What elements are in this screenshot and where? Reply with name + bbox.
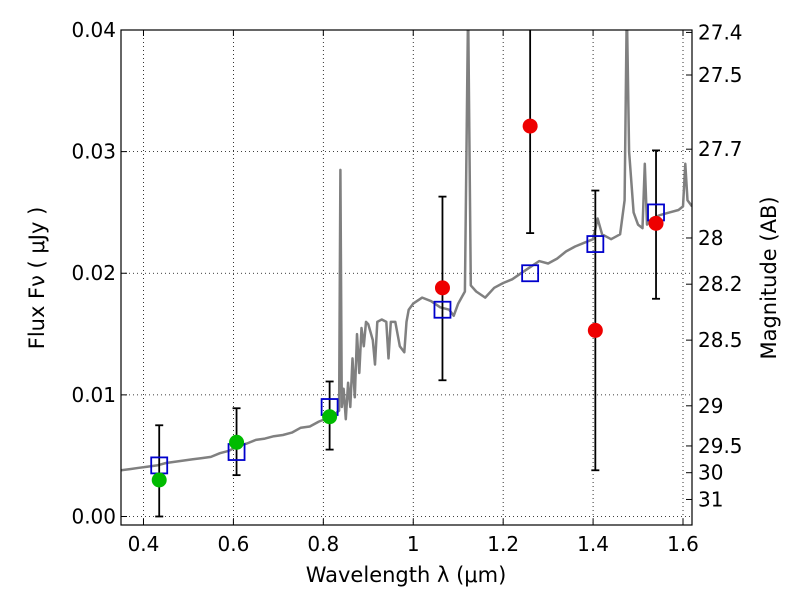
tick-marks bbox=[121, 29, 692, 525]
nondetection-point bbox=[587, 322, 603, 338]
model-point bbox=[521, 264, 540, 283]
y2-tick-label: 28 bbox=[698, 226, 723, 250]
y2-tick-label: 27.4 bbox=[698, 20, 743, 44]
x-tick-label: 1.6 bbox=[667, 532, 699, 556]
y2-tick-label: 30 bbox=[698, 461, 723, 485]
nondetection-point bbox=[434, 280, 450, 296]
y2-tick-label: 27.7 bbox=[698, 137, 743, 161]
grid-lines bbox=[121, 29, 692, 525]
x-tick-label: 1 bbox=[407, 532, 420, 556]
spectrum-line bbox=[121, 30, 692, 472]
detection-point bbox=[151, 472, 167, 488]
y-tick-label: 0.02 bbox=[71, 261, 116, 285]
x-tick-label: 0.4 bbox=[128, 532, 160, 556]
plot-area bbox=[121, 30, 692, 518]
y2-tick-label: 31 bbox=[698, 487, 723, 511]
x-tick-label: 1.2 bbox=[487, 532, 519, 556]
y-tick-label: 0.03 bbox=[71, 140, 116, 164]
y2-axis-label: Magnitude (AB) bbox=[757, 196, 781, 359]
y-tick-label: 0.00 bbox=[71, 504, 116, 528]
x-tick-label: 1.4 bbox=[577, 532, 609, 556]
y-axis-label: Flux Fν ( μJy ) bbox=[25, 207, 49, 350]
y-tick-label: 0.01 bbox=[71, 383, 116, 407]
plot-frame bbox=[120, 29, 693, 526]
y-tick-label: 0.04 bbox=[71, 18, 116, 42]
x-axis-label: Wavelength λ (μm) bbox=[306, 563, 507, 587]
y2-tick-label: 29.5 bbox=[698, 434, 743, 458]
y2-tick-label: 28.5 bbox=[698, 328, 743, 352]
tick-labels: 0.4 0.6 0.8 1 1.2 1.4 1.6 0.00 0.01 0.02 0.03 0.04 2… bbox=[71, 18, 742, 556]
y2-tick-label: 28.2 bbox=[698, 272, 743, 296]
y2-tick-label: 29 bbox=[698, 394, 723, 418]
model-point bbox=[586, 235, 605, 253]
detection-point bbox=[322, 409, 338, 425]
x-tick-label: 0.6 bbox=[217, 532, 249, 556]
model-point bbox=[433, 300, 452, 319]
y2-tick-label: 27.5 bbox=[698, 63, 743, 87]
nondetection-point bbox=[648, 215, 664, 231]
nondetection-point bbox=[522, 118, 538, 134]
detection-point bbox=[229, 434, 245, 450]
x-tick-label: 0.8 bbox=[307, 532, 339, 556]
